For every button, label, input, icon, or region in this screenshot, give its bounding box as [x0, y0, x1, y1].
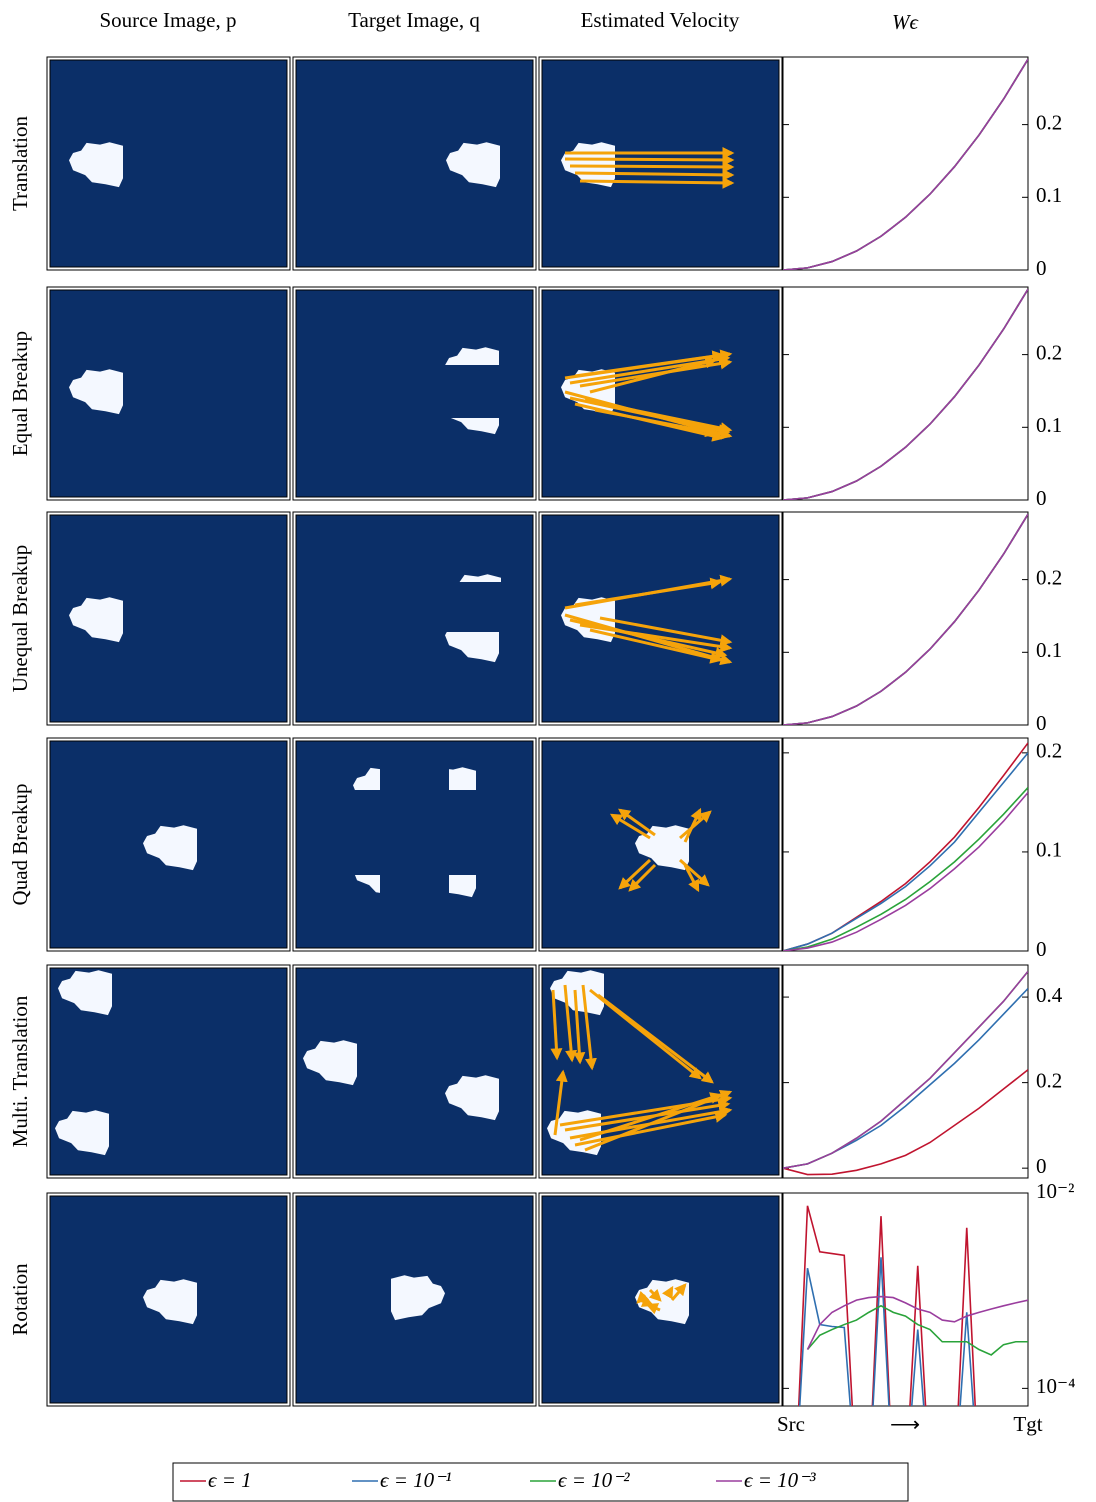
velocity-arrow — [580, 181, 732, 183]
column-header: Estimated Velocity — [581, 8, 740, 32]
y-tick-label: 0 — [1036, 937, 1047, 961]
y-tick-label: 0.4 — [1036, 983, 1063, 1007]
image-panel — [296, 290, 533, 497]
page: Source Image, p Target Image, q Estimate… — [0, 0, 1096, 1502]
y-tick-label: 0.2 — [1036, 565, 1062, 589]
legend-label: ϵ = 10⁻¹ — [380, 1468, 452, 1492]
plot-frame — [783, 512, 1028, 725]
row-label: Multi. Translation — [8, 995, 32, 1147]
plot-frame — [783, 57, 1028, 270]
column-header: Target Image, q — [348, 8, 480, 32]
row-label: Quad Breakup — [8, 784, 32, 906]
x-axis-label: Tgt — [1013, 1412, 1042, 1436]
velocity-arrow — [570, 166, 732, 167]
column-header: Wϵ — [892, 10, 919, 34]
x-axis-label: ⟶ — [890, 1412, 920, 1436]
figure: Source Image, p Target Image, q Estimate… — [0, 0, 1096, 1502]
velocity-arrow — [565, 159, 732, 160]
y-tick-label: 0 — [1036, 256, 1047, 280]
y-tick-label: 0.1 — [1036, 413, 1062, 437]
plot-frame — [783, 965, 1028, 1178]
row-label: Translation — [8, 116, 32, 211]
y-tick-label: 0.1 — [1036, 638, 1062, 662]
image-panel — [296, 741, 533, 948]
y-tick-label: 10⁻⁴ — [1036, 1374, 1075, 1398]
plot-frame — [783, 287, 1028, 500]
y-tick-label: 0.2 — [1036, 739, 1062, 763]
y-tick-label: 0.2 — [1036, 1068, 1062, 1092]
x-axis-label: Src — [777, 1412, 805, 1436]
row-label: Equal Breakup — [8, 331, 32, 456]
legend-label: ϵ = 10⁻² — [558, 1468, 630, 1492]
legend-label: ϵ = 10⁻³ — [744, 1468, 816, 1492]
y-tick-label: 0.1 — [1036, 838, 1062, 862]
y-tick-label: 0 — [1036, 486, 1047, 510]
row-label: Rotation — [8, 1263, 32, 1336]
plot-frame — [783, 1193, 1028, 1406]
y-tick-label: 0.2 — [1036, 110, 1062, 134]
plot-frame — [783, 738, 1028, 951]
y-tick-label: 10⁻² — [1036, 1179, 1074, 1203]
legend-label: ϵ = 1 — [208, 1468, 252, 1492]
y-tick-label: 0 — [1036, 711, 1047, 735]
y-tick-label: 0.1 — [1036, 183, 1062, 207]
image-panel — [296, 515, 533, 722]
row-label: Unequal Breakup — [8, 545, 32, 693]
y-tick-label: 0.2 — [1036, 340, 1062, 364]
velocity-arrow — [575, 173, 732, 175]
column-header: Source Image, p — [99, 8, 236, 32]
y-tick-label: 0 — [1036, 1154, 1047, 1178]
